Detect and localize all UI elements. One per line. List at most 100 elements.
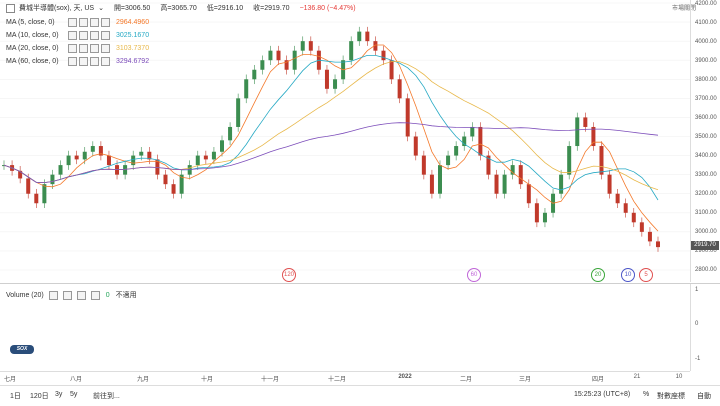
more-icon[interactable]: [90, 290, 100, 300]
candle-body: [647, 231, 652, 242]
candle-body: [123, 165, 128, 175]
candle-body: [397, 79, 402, 99]
volume-pane[interactable]: Volume (20) 0 不適用: [0, 284, 690, 371]
percent-toggle[interactable]: %: [643, 391, 650, 398]
price-chart[interactable]: [0, 0, 690, 283]
price-tick: 3100.00: [695, 210, 717, 216]
ma-label: MA (60, close, 0): [6, 57, 59, 65]
settings-icon[interactable]: [79, 56, 88, 66]
time-tick: 21: [633, 374, 641, 380]
price-tick: 3500.00: [695, 134, 717, 140]
period-marker-120[interactable]: 120: [282, 268, 296, 282]
eye-icon[interactable]: [68, 43, 77, 53]
candle-body: [163, 174, 168, 185]
candle-body: [220, 140, 224, 152]
candle-body: [639, 222, 644, 232]
candle-body: [421, 155, 426, 175]
price-axis[interactable]: 4200.00 4100.00 4000.00 3900.00 3800.00 …: [690, 0, 720, 282]
more-icon[interactable]: [101, 17, 110, 27]
close-icon[interactable]: [90, 17, 99, 27]
candle-body: [510, 165, 515, 175]
pane-divider[interactable]: [0, 283, 720, 284]
close-icon[interactable]: [90, 43, 99, 53]
range-1d-button[interactable]: 1日: [10, 393, 21, 400]
close-icon[interactable]: [90, 30, 99, 40]
candle-body: [260, 60, 265, 70]
price-tick: 2800.00: [695, 267, 717, 273]
collapse-icon[interactable]: [6, 3, 15, 13]
bottom-toolbar: 1日 120日 3y 5y 前往到... 15:25:23 (UTC+8) % …: [0, 385, 720, 406]
candle-body: [478, 126, 483, 156]
time-tick: 九月: [136, 377, 150, 383]
eye-icon[interactable]: [68, 56, 77, 66]
ma-line-60: [3, 122, 659, 184]
symbol-title[interactable]: 費城半導體(sox), 天, US: [19, 5, 95, 12]
candle-body: [470, 126, 475, 137]
candle-body: [599, 146, 604, 175]
candle-body: [623, 203, 628, 213]
candle-body: [66, 155, 71, 166]
candle-body: [373, 41, 378, 51]
settings-icon[interactable]: [79, 43, 88, 53]
candle-body: [389, 60, 394, 80]
more-icon[interactable]: [101, 30, 110, 40]
close-value: 收=2919.70: [253, 5, 290, 12]
close-icon[interactable]: [90, 56, 99, 66]
time-axis[interactable]: 七月 八月 九月 十月 十一月 十二月 2022 二月 三月 四月 21 10: [0, 371, 690, 384]
settings-icon[interactable]: [62, 290, 72, 300]
volume-tick: 1: [695, 287, 699, 293]
period-marker-20[interactable]: 20: [591, 268, 605, 282]
close-icon[interactable]: [76, 290, 86, 300]
candle-body: [357, 31, 362, 42]
price-tick: 4200.00: [695, 1, 717, 7]
candle-body: [518, 165, 523, 185]
candle-body: [502, 174, 507, 194]
ma-value: 3294.6792: [116, 57, 150, 65]
price-tick: 3800.00: [695, 77, 717, 83]
volume-axis[interactable]: 1 0 -1: [690, 284, 720, 371]
more-icon[interactable]: [101, 43, 110, 53]
time-tick: 四月: [591, 377, 605, 383]
candle-body: [236, 98, 241, 127]
candle-body: [300, 41, 305, 51]
chevron-down-icon[interactable]: ⌄: [98, 5, 104, 12]
eye-icon[interactable]: [48, 290, 58, 300]
candle-body: [139, 151, 144, 156]
period-marker-5[interactable]: 5: [639, 268, 653, 282]
ma-label: MA (20, close, 0): [6, 44, 59, 52]
settings-icon[interactable]: [79, 30, 88, 40]
ma-label: MA (5, close, 0): [6, 18, 55, 26]
price-tick: 3200.00: [695, 191, 717, 197]
candle-body: [90, 146, 95, 152]
range-3y-button[interactable]: 3y: [55, 391, 63, 398]
range-120d-button[interactable]: 120日: [30, 393, 49, 400]
auto-scale-toggle[interactable]: 自動: [697, 393, 711, 400]
goto-button[interactable]: 前往到...: [93, 393, 120, 400]
ma-20-row: MA (20, close, 0) 3103.7370: [6, 43, 149, 53]
candle-body: [155, 159, 160, 175]
candle-body: [446, 155, 451, 166]
candle-body: [98, 146, 103, 156]
eye-icon[interactable]: [68, 30, 77, 40]
ma-line-5: [3, 44, 659, 232]
period-marker-10[interactable]: 10: [621, 268, 635, 282]
candle-body: [82, 151, 87, 160]
eye-icon[interactable]: [68, 17, 77, 27]
candle-body: [534, 203, 539, 223]
ma-value: 3025.1670: [116, 31, 150, 39]
price-tick: 3900.00: [695, 58, 717, 64]
ma-label: MA (10, close, 0): [6, 31, 59, 39]
settings-icon[interactable]: [79, 17, 88, 27]
range-5y-button[interactable]: 5y: [70, 391, 78, 398]
candle-body: [349, 41, 354, 61]
volume-label: Volume (20): [6, 291, 44, 299]
period-marker-60[interactable]: 60: [467, 268, 481, 282]
candle-body: [631, 212, 636, 223]
volume-tick: -1: [695, 356, 701, 362]
ma-60-row: MA (60, close, 0) 3294.6792: [6, 56, 149, 66]
candle-body: [284, 60, 289, 70]
more-icon[interactable]: [101, 56, 110, 66]
ma-10-row: MA (10, close, 0) 3025.1670: [6, 30, 149, 40]
candle-body: [131, 155, 136, 166]
log-scale-toggle[interactable]: 對數座標: [657, 393, 685, 400]
